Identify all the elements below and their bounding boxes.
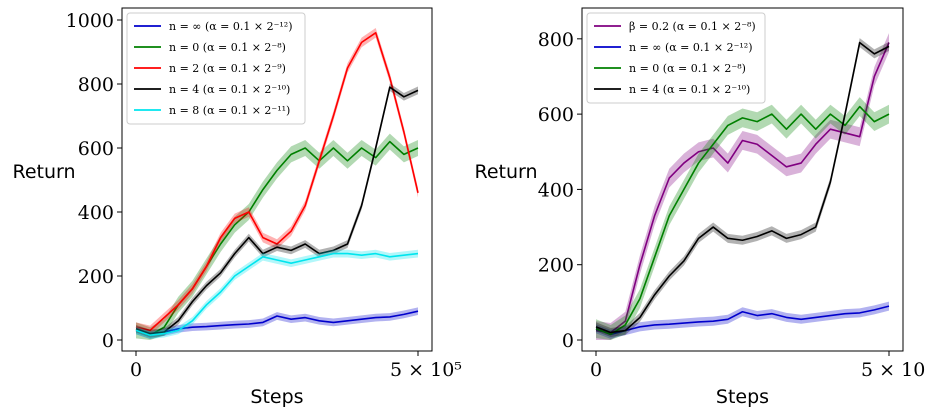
plot-frame xyxy=(581,7,904,352)
y-axis-label: Return xyxy=(12,161,75,183)
y-tick-label: 600 xyxy=(538,104,574,126)
legend-entry: β = 0.2 (α = 0.1 × 2⁻⁸) xyxy=(629,20,756,33)
legend: β = 0.2 (α = 0.1 × 2⁻⁸) n = ∞ (α = 0.1 × … xyxy=(586,12,766,104)
series-line-3 xyxy=(595,105,890,336)
y-tick-label: 200 xyxy=(78,266,114,288)
series-line-4 xyxy=(595,41,890,334)
y-tick-label: 800 xyxy=(78,74,114,96)
x-tick-label: 5 × 10⁵ xyxy=(861,359,925,381)
legend-entry: n = 2 (α = 0.1 × 2⁻⁹) xyxy=(169,62,286,75)
legend-box xyxy=(586,12,766,104)
x-axis-label: Steps xyxy=(716,386,769,408)
y-tick-label: 0 xyxy=(102,330,114,352)
legend-box xyxy=(126,12,306,125)
x-tick-label: 0 xyxy=(130,359,142,381)
legend-entry: n = 8 (α = 0.1 × 2⁻¹¹) xyxy=(169,104,290,117)
legend-entry: n = 0 (α = 0.1 × 2⁻⁸) xyxy=(169,41,286,54)
legend-entry: n = 4 (α = 0.1 × 2⁻¹⁰) xyxy=(169,83,290,96)
legend-entry: n = ∞ (α = 0.1 × 2⁻¹²) xyxy=(169,20,293,33)
legend-entry: n = 0 (α = 0.1 × 2⁻⁸) xyxy=(629,62,746,75)
y-tick-label: 800 xyxy=(538,29,574,51)
y-tick-label: 400 xyxy=(538,179,574,201)
series-line-4 xyxy=(135,86,419,335)
y-axis-label: Return xyxy=(474,161,537,183)
y-tick-label: 600 xyxy=(78,138,114,160)
series-line-3 xyxy=(135,31,419,332)
chart-2: 0 200 400 600 800 0 5 × 10⁵ Steps Return β = 0.2 … xyxy=(474,7,925,408)
legend-entry: n = ∞ (α = 0.1 × 2⁻¹²) xyxy=(629,41,753,54)
y-tick-label: 0 xyxy=(562,330,574,352)
y-tick-label: 400 xyxy=(78,202,114,224)
x-axis-label: Steps xyxy=(250,386,303,408)
x-tick-label: 5 × 10⁵ xyxy=(390,359,462,381)
x-tick-label: 0 xyxy=(590,359,602,381)
series-band-2 xyxy=(136,133,418,340)
series-band-2 xyxy=(596,301,889,339)
series-band-5 xyxy=(136,249,418,340)
series-line-2 xyxy=(595,305,890,336)
chart-1: 0 200 400 600 800 1000 0 5 × 10⁵ Steps Return n = … xyxy=(12,7,462,408)
series-band-1 xyxy=(136,307,418,340)
plot-frame xyxy=(121,7,433,352)
series-line-1 xyxy=(595,42,890,334)
y-tick-label: 1000 xyxy=(66,10,114,32)
y-tick-label: 200 xyxy=(538,255,574,277)
series-line-1 xyxy=(135,310,419,337)
legend-entry: n = 4 (α = 0.1 × 2⁻¹⁰) xyxy=(629,83,750,96)
series-line-5 xyxy=(135,252,419,337)
legend: n = ∞ (α = 0.1 × 2⁻¹²) n = 0 (α = 0.1 × 2… xyxy=(126,12,306,125)
series-band-3 xyxy=(596,97,889,340)
